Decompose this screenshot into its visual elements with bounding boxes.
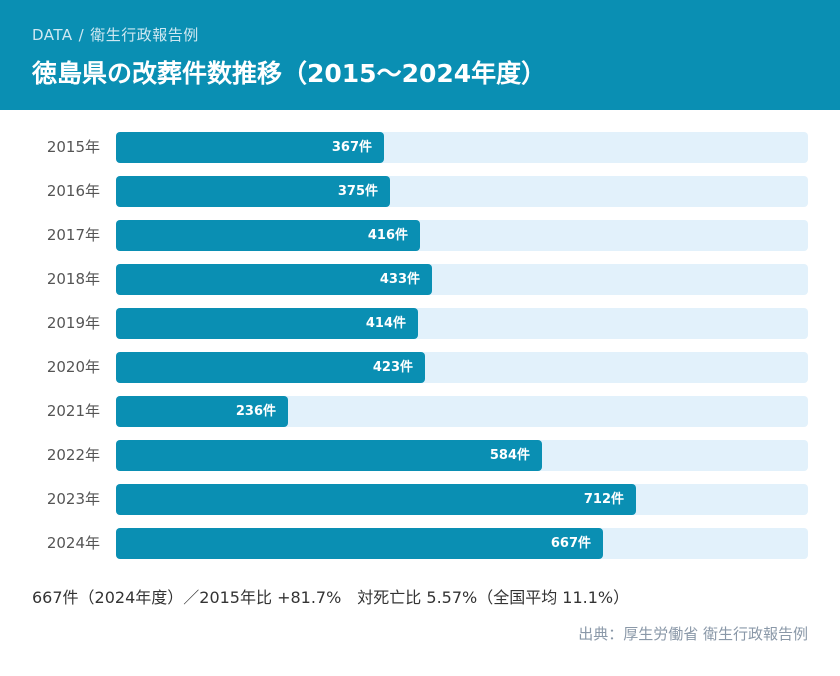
bar-row: 2015年 367件 xyxy=(0,130,840,164)
bar-row: 2018年 433件 xyxy=(0,262,840,296)
bar-track: 375件 xyxy=(116,176,808,207)
bar-track: 667件 xyxy=(116,528,808,559)
bar: 414件 xyxy=(116,308,418,339)
category-label: 2019年 xyxy=(46,314,100,332)
bar: 423件 xyxy=(116,352,425,383)
bar-chart: 2015年 367件 2016年 375件 2017年 416件 2018年 433件 2019… xyxy=(0,130,840,570)
bar: 367件 xyxy=(116,132,384,163)
bar: 584件 xyxy=(116,440,542,471)
bar-row: 2023年 712件 xyxy=(0,482,840,516)
bar-track: 712件 xyxy=(116,484,808,515)
data-label: 423件 xyxy=(372,360,413,375)
bar-row: 2021年 236件 xyxy=(0,394,840,428)
bar-track: 414件 xyxy=(116,308,808,339)
bar: 416件 xyxy=(116,220,420,251)
bar-track: 433件 xyxy=(116,264,808,295)
breadcrumb: DATA / 衛生行政報告例 xyxy=(32,24,199,45)
bar: 712件 xyxy=(116,484,636,515)
category-label: 2023年 xyxy=(46,490,100,508)
bar-row: 2016年 375件 xyxy=(0,174,840,208)
category-label: 2020年 xyxy=(46,358,100,376)
data-label: 375件 xyxy=(337,184,378,199)
data-label: 667件 xyxy=(550,536,591,551)
page-title: 徳島県の改葬件数推移（2015〜2024年度） xyxy=(32,59,547,88)
bar-track: 416件 xyxy=(116,220,808,251)
source-note: 出典：厚生労働省 衛生行政報告例 xyxy=(578,625,808,643)
breadcrumb-data: DATA xyxy=(32,26,73,44)
category-label: 2016年 xyxy=(46,182,100,200)
bar: 667件 xyxy=(116,528,603,559)
category-label: 2022年 xyxy=(46,446,100,464)
bar: 236件 xyxy=(116,396,288,427)
bar-row: 2019年 414件 xyxy=(0,306,840,340)
bar-track: 584件 xyxy=(116,440,808,471)
data-label: 236件 xyxy=(235,404,276,419)
bar: 433件 xyxy=(116,264,432,295)
bar-track: 367件 xyxy=(116,132,808,163)
category-label: 2021年 xyxy=(46,402,100,420)
bar: 375件 xyxy=(116,176,390,207)
category-label: 2018年 xyxy=(46,270,100,288)
data-label: 367件 xyxy=(331,140,372,155)
header-banner: DATA / 衛生行政報告例 徳島県の改葬件数推移（2015〜2024年度） xyxy=(0,0,840,110)
data-label: 433件 xyxy=(379,272,420,287)
data-label: 414件 xyxy=(365,316,406,331)
summary-text: 667件（2024年度）／2015年比 +81.7% 対死亡比 5.57%（全国… xyxy=(32,588,630,607)
bar-track: 423件 xyxy=(116,352,808,383)
bar-row: 2022年 584件 xyxy=(0,438,840,472)
category-label: 2017年 xyxy=(46,226,100,244)
data-label: 584件 xyxy=(489,448,530,463)
data-label: 416件 xyxy=(367,228,408,243)
category-label: 2024年 xyxy=(46,534,100,552)
bar-row: 2024年 667件 xyxy=(0,526,840,560)
bar-track: 236件 xyxy=(116,396,808,427)
bar-row: 2017年 416件 xyxy=(0,218,840,252)
bar-row: 2020年 423件 xyxy=(0,350,840,384)
breadcrumb-separator: / xyxy=(78,26,85,44)
data-label: 712件 xyxy=(583,492,624,507)
breadcrumb-section: 衛生行政報告例 xyxy=(90,26,199,44)
category-label: 2015年 xyxy=(46,138,100,156)
